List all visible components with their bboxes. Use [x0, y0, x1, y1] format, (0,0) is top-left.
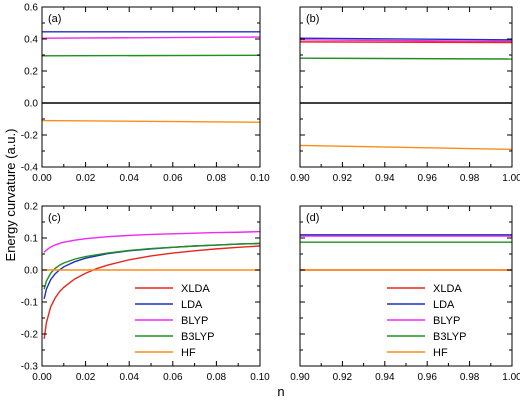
y-tick-label: 0.0	[24, 99, 38, 110]
legend-label-b3lyp: B3LYP	[433, 331, 466, 343]
x-tick-label: 0.08	[207, 372, 227, 383]
x-tick-label: 0.90	[290, 173, 310, 184]
series-line-b3lyp	[300, 57, 512, 60]
x-tick-label: 0.94	[375, 372, 395, 383]
legend-label-xlda: XLDA	[433, 283, 462, 295]
y-tick-label: -0.4	[21, 163, 39, 174]
series-line-hf	[300, 144, 512, 151]
panel-0: 0.00 0.02 0.04 0.06 0.08 0.10 -0.4 -0.2 0.0 0.2 0.…	[21, 3, 270, 185]
x-tick-label: 0.02	[76, 372, 96, 383]
legend-label-blyp: BLYP	[433, 315, 460, 327]
series-line-xlda	[43, 245, 260, 339]
panel-label: (b)	[306, 13, 319, 25]
x-tick-label: 1.00	[502, 173, 520, 184]
x-tick-label: 0.10	[250, 173, 270, 184]
series-group	[300, 37, 512, 151]
x-tick-label: 1.00	[502, 372, 520, 383]
plot-frame	[299, 205, 513, 367]
panel-label: (c)	[48, 212, 61, 224]
y-tick-label: 0.2	[24, 67, 38, 78]
legend-label-hf: HF	[181, 347, 196, 359]
x-tick-label: 0.98	[460, 173, 480, 184]
series-line-lda	[300, 37, 512, 41]
x-tick-label: 0.04	[119, 372, 139, 383]
x-tick-label: 0.10	[250, 372, 270, 383]
y-tick-label: 0.6	[24, 3, 38, 14]
y-tick-label: -0.3	[21, 362, 39, 373]
x-tick-label: 0.96	[417, 173, 437, 184]
x-tick-label: 0.02	[76, 173, 96, 184]
series-line-hf	[42, 119, 260, 123]
x-tick-label: 0.90	[290, 372, 310, 383]
panel-label: (a)	[48, 13, 61, 25]
y-tick-label: 0.4	[24, 35, 38, 46]
series-line-blyp	[300, 39, 512, 43]
x-tick-label: 0.06	[163, 372, 183, 383]
x-tick-label: 0.06	[163, 173, 183, 184]
legend-label-hf: HF	[433, 347, 448, 359]
y-tick-label: 0.2	[24, 202, 38, 213]
plot-frame	[41, 205, 261, 367]
legend-label-b3lyp: B3LYP	[181, 331, 214, 343]
x-tick-label: 0.00	[32, 372, 52, 383]
series-line-blyp	[43, 230, 260, 253]
panel-2: 0.00 0.02 0.04 0.06 0.08 0.10 -0.3 -0.2 -0.1 0.0 0…	[21, 202, 270, 384]
x-tick-label: 0.08	[207, 173, 227, 184]
y-tick-label: -0.2	[21, 131, 39, 142]
plot-frame	[299, 6, 513, 168]
x-tick-label: 0.96	[417, 372, 437, 383]
legend-label-lda: LDA	[433, 299, 455, 311]
x-tick-label: 0.92	[333, 372, 353, 383]
x-tick-label: 0.92	[333, 173, 353, 184]
x-tick-label: 0.98	[460, 372, 480, 383]
x-axis-label: n	[277, 384, 284, 399]
panel-3: 0.90 0.92 0.94 0.96 0.98 1.00 (d) XLDA LDA BLYP B3…	[290, 205, 520, 383]
y-tick-label: -0.2	[21, 330, 39, 341]
x-tick-label: 0.94	[375, 173, 395, 184]
series-group	[42, 230, 260, 339]
y-tick-label: -0.1	[21, 298, 39, 309]
panel-1: 0.90 0.92 0.94 0.96 0.98 1.00 (b)	[290, 6, 520, 184]
series-line-b3lyp	[43, 242, 260, 290]
y-tick-label: 0.1	[24, 234, 38, 245]
plot-frame	[41, 6, 261, 168]
legend-label-blyp: BLYP	[181, 315, 208, 327]
panels: 0.00 0.02 0.04 0.06 0.08 0.10-0.4-0.20.00.20.…	[21, 3, 520, 384]
series-line-xlda	[300, 41, 512, 44]
x-tick-label: 0.00	[32, 173, 52, 184]
y-tick-label: 0.0	[24, 266, 38, 277]
series-line-lda	[43, 242, 260, 299]
series-group	[42, 31, 260, 123]
y-axis-label: Energy curvature (a.u.)	[3, 129, 18, 262]
legend-label-xlda: XLDA	[181, 283, 210, 295]
series-group	[300, 234, 512, 271]
panel-label: (d)	[306, 212, 319, 224]
series-line-blyp	[42, 36, 260, 39]
x-tick-label: 0.04	[119, 173, 139, 184]
legend-label-lda: LDA	[181, 299, 203, 311]
